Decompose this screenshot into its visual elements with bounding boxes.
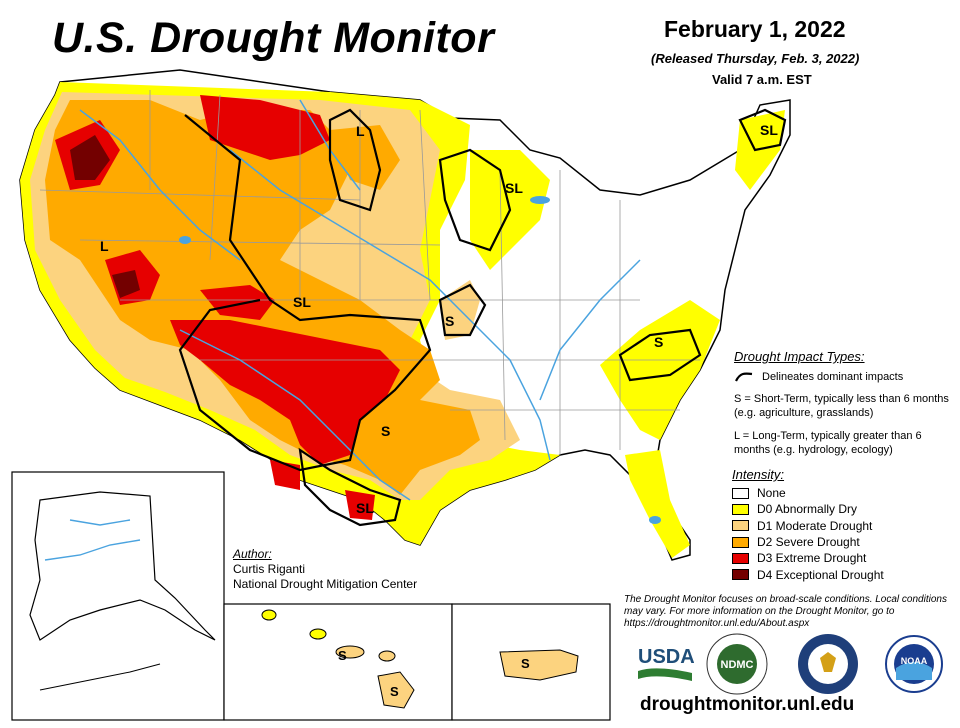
lakes [179, 196, 661, 524]
author-name: Curtis Riganti [233, 562, 306, 576]
legend-swatch-d4 [732, 569, 749, 581]
impact-label-sl-texas: SL [356, 500, 374, 516]
impact-label-l-west: L [100, 238, 109, 254]
legend-label-d0: D0 Abnormally Dry [757, 502, 858, 517]
hawaii-islands [261, 609, 415, 709]
impact-label-s-kansas: S [445, 313, 455, 329]
impact-label-l-north: L [356, 123, 365, 139]
rivers [79, 99, 641, 501]
d0-area-carolinas [600, 300, 720, 440]
impact-boundaries [178, 108, 787, 527]
puerto-rico-shape [499, 649, 579, 681]
legend-swatch-d3 [732, 552, 749, 564]
d4-area-nevada [112, 270, 140, 298]
short-term-text: S = Short-Term, typically less than 6 mo… [734, 393, 949, 419]
impact-label-sl-northeast: SL [760, 122, 778, 138]
legend-label-d4: D4 Exceptional Drought [757, 567, 884, 582]
impact-types-panel: Drought Impact Types: Delineates dominan… [734, 350, 956, 466]
impact-label-s-puerto-rico: S [521, 656, 530, 671]
author-block: Author: Curtis Riganti National Drought … [233, 547, 417, 592]
alaska-shape [29, 491, 216, 641]
legend-item-d1: D1 Moderate Drought [732, 518, 952, 534]
boundary-line-icon [735, 372, 753, 382]
legend-swatch-d1 [732, 520, 749, 532]
delineates-row: Delineates dominant impacts [734, 370, 956, 384]
author-org: National Drought Mitigation Center [233, 577, 418, 591]
noaa-logo: NOAA [884, 634, 944, 694]
legend-swatch-none [732, 487, 749, 499]
commerce-seal-logo [796, 632, 860, 696]
alaska-rivers [44, 519, 141, 561]
intensity-legend: Intensity: None D0 Abnormally Dry D1 Mod… [732, 467, 952, 583]
legend-swatch-d2 [732, 536, 749, 548]
impact-label-sl-great-lakes: SL [505, 180, 523, 196]
impact-label-s-texas: S [381, 423, 391, 439]
d0-area-florida [625, 450, 690, 558]
legend-item-d2: D2 Severe Drought [732, 534, 952, 550]
legend-swatch-d0 [732, 503, 749, 515]
aleutian-islands [39, 663, 161, 691]
legend-label-none: None [757, 486, 786, 501]
svg-text:USDA: USDA [638, 646, 694, 668]
d3-area-southern-plains [170, 320, 400, 465]
map-date: February 1, 2022 [664, 16, 846, 42]
impact-types-title: Drought Impact Types: [734, 349, 865, 364]
website-url[interactable]: droughtmonitor.unl.edu [640, 694, 855, 715]
delineates-text: Delineates dominant impacts [762, 371, 904, 383]
author-label: Author: [233, 547, 272, 561]
svg-text:NDMC: NDMC [721, 659, 754, 671]
release-date: (Released Thursday, Feb. 3, 2022) [651, 51, 860, 66]
map-title: U.S. Drought Monitor [52, 14, 495, 62]
intensity-title: Intensity: [732, 467, 785, 482]
legend-label-d2: D2 Severe Drought [757, 535, 860, 550]
d4-area-oregon [70, 135, 110, 180]
long-term-text: L = Long-Term, typically greater than 6 … [734, 430, 922, 456]
impact-label-s-hawaii-2: S [390, 684, 399, 699]
impact-label-s-carolina: S [654, 334, 664, 350]
legend-label-d1: D1 Moderate Drought [757, 518, 873, 533]
legend-label-d3: D3 Extreme Drought [757, 551, 867, 566]
disclaimer-note: The Drought Monitor focuses on broad-sca… [624, 594, 947, 629]
hawaii-inset-frame [223, 603, 453, 721]
state-lines [39, 90, 700, 455]
impact-label-sl-mid: SL [293, 294, 311, 310]
d3-area-montana [200, 95, 330, 160]
d3-area-rockies [200, 285, 275, 320]
legend-item-d0: D0 Abnormally Dry [732, 501, 952, 517]
impact-label-s-hawaii-1: S [338, 648, 347, 663]
ndmc-logo: NDMC [705, 632, 769, 696]
legend-item-none: None [732, 485, 952, 501]
legend-item-d4: D4 Exceptional Drought [732, 566, 952, 582]
valid-time: Valid 7 a.m. EST [712, 72, 812, 87]
d3-area-texas-coast [345, 490, 375, 520]
legend-item-d3: D3 Extreme Drought [732, 550, 952, 566]
usda-logo: USDA [636, 641, 695, 685]
svg-text:NOAA: NOAA [901, 656, 928, 666]
